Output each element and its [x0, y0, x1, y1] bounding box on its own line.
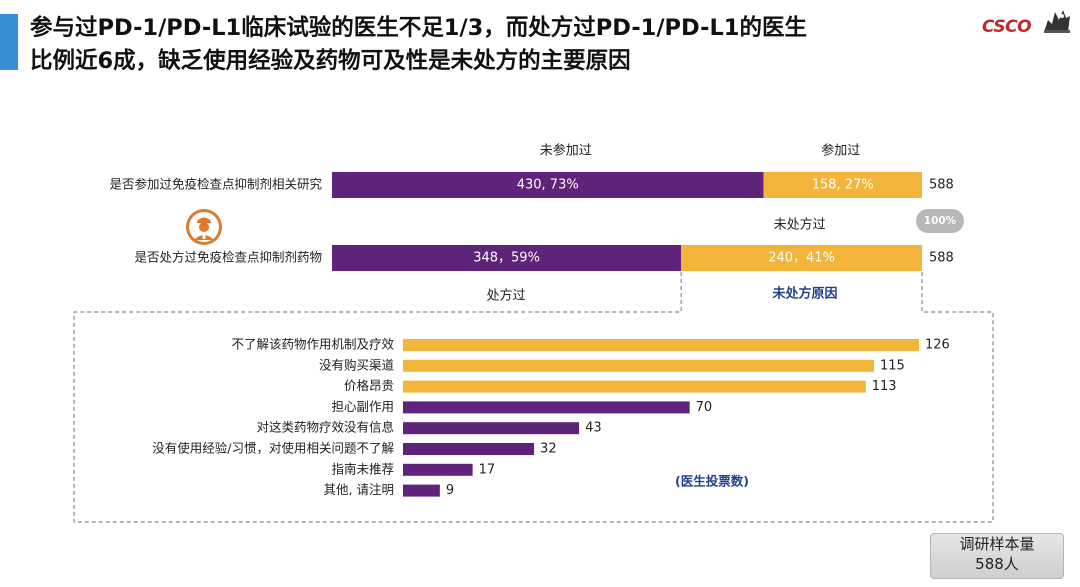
sample-size-value: 588人 — [975, 555, 1019, 573]
stacked-total-label: 588 — [929, 251, 954, 266]
reason-category-label: 没有购买渠道 — [319, 357, 395, 372]
stacked-total-label: 588 — [929, 178, 954, 193]
reason-value-label: 43 — [585, 421, 602, 436]
stacked-data-label: 348，59% — [473, 251, 540, 266]
reason-category-label: 没有使用经验/习惯，对使用相关问题不了解 — [152, 441, 394, 456]
reason-bar — [403, 339, 919, 351]
reason-bar — [403, 443, 535, 455]
reason-category-label: 其他, 请注明 — [324, 482, 394, 497]
reason-bar — [403, 359, 874, 372]
segment-header-label: 未参加过 — [540, 143, 592, 159]
reason-category-label: 指南未推荐 — [331, 461, 394, 476]
stacked-bar-segment — [763, 172, 922, 198]
sample-size-label: 调研样本量 — [959, 535, 1035, 553]
segment-header-label: 处方过 — [486, 288, 525, 304]
dragon-emblem-icon — [1044, 10, 1070, 33]
stacked-bar-segment — [681, 245, 922, 271]
segment-header-label: 未处方过 — [774, 217, 826, 233]
reason-value-label: 17 — [479, 462, 496, 477]
page-title: 参与过PD-1/PD-L1临床试验的医生不足1/3，而处方过PD-1/PD-L1… — [30, 12, 990, 78]
reason-category-label: 对这类药物疗效没有信息 — [256, 420, 394, 435]
reason-value-label: 126 — [925, 338, 950, 353]
reason-bar — [403, 401, 690, 414]
reason-value-label: 32 — [540, 442, 557, 457]
reason-category-label: 担心副作用 — [331, 399, 394, 414]
doctor-icon — [186, 209, 222, 245]
reason-value-label: 115 — [880, 358, 905, 373]
stacked-data-label: 158, 27% — [812, 178, 874, 193]
stacked-category-label: 是否参加过免疫检查点抑制剂相关研究 — [109, 177, 322, 192]
title-line-2: 比例近6成，缺乏使用经验及药物可及性是未处方的主要原因 — [30, 48, 631, 74]
reason-value-label: 9 — [446, 483, 454, 498]
reason-bar — [403, 484, 440, 497]
stacked-data-label: 240，41% — [768, 251, 835, 266]
percent-badge — [916, 209, 964, 233]
callout-dashed-border — [73, 272, 994, 523]
stacked-bar-segment — [332, 172, 764, 198]
title-line-1: 参与过PD-1/PD-L1临床试验的医生不足1/3，而处方过PD-1/PD-L1… — [30, 15, 807, 41]
reason-value-label: 70 — [696, 400, 713, 415]
reason-value-label: 113 — [872, 379, 897, 394]
stacked-category-label: 是否处方过免疫检查点抑制剂药物 — [134, 250, 322, 265]
reason-category-label: 不了解该药物作用机制及疗效 — [231, 337, 394, 352]
reason-bar — [403, 380, 866, 393]
accent-bar — [0, 14, 18, 70]
reasons-title: 未处方原因 — [771, 286, 837, 302]
segment-header-label: 参加过 — [821, 143, 860, 159]
stacked-bar-segment — [332, 245, 682, 271]
reason-bar — [403, 422, 580, 435]
reasons-note: (医生投票数) — [675, 474, 749, 489]
reason-bar — [403, 463, 473, 476]
reason-category-label: 价格昂贵 — [344, 378, 394, 393]
sample-size-box: 调研样本量 588人 — [930, 533, 1064, 579]
percent-badge-label: 100% — [924, 215, 957, 227]
stacked-data-label: 430, 73% — [517, 178, 579, 193]
csco-logo: CSCO — [982, 6, 1074, 42]
logo-text: CSCO — [982, 17, 1032, 37]
